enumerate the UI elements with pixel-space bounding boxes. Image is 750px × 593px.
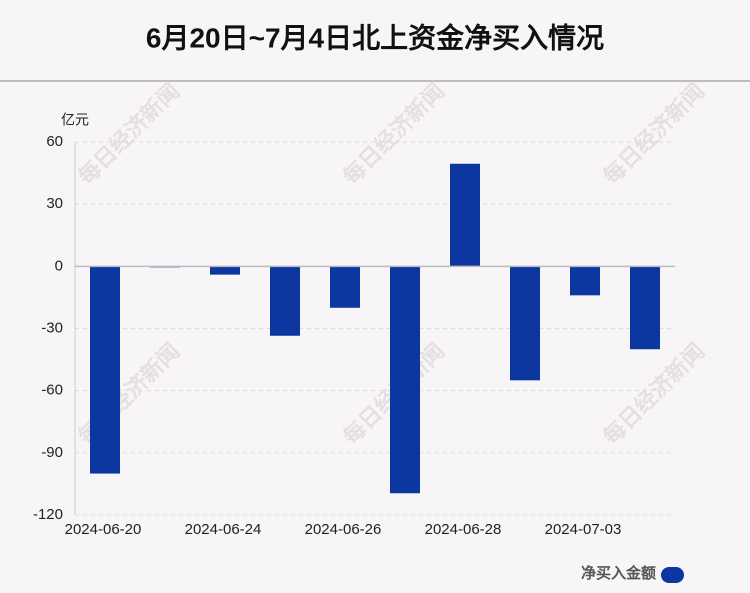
y-tick-label: -120 xyxy=(33,506,63,523)
y-axis-unit: 亿元 xyxy=(61,112,89,128)
bar xyxy=(210,266,240,275)
chart-title: 6月20日~7月4日北上资金净买入情况 xyxy=(146,21,604,53)
bar xyxy=(510,266,540,381)
x-tick-label: 2024-06-26 xyxy=(305,521,382,538)
bar xyxy=(90,266,120,474)
y-tick-label: 0 xyxy=(55,257,63,274)
y-tick-label: -60 xyxy=(41,382,63,399)
bar xyxy=(450,163,480,267)
y-tick-label: 30 xyxy=(46,195,63,212)
y-tick-label: -30 xyxy=(41,319,63,336)
bar xyxy=(630,266,660,350)
x-tick-label: 2024-07-03 xyxy=(545,521,622,538)
y-tick-label: -90 xyxy=(41,444,63,461)
bar xyxy=(390,266,420,494)
x-tick-label: 2024-06-24 xyxy=(185,521,262,538)
legend-label: 净买入金额 xyxy=(581,564,656,582)
bar xyxy=(330,266,360,308)
bar xyxy=(570,266,600,296)
x-tick-label: 2024-06-28 xyxy=(425,521,502,538)
x-tick-label: 2024-06-20 xyxy=(65,521,142,538)
legend-swatch xyxy=(661,567,684,583)
y-tick-label: 60 xyxy=(46,133,63,150)
bar xyxy=(270,266,300,336)
